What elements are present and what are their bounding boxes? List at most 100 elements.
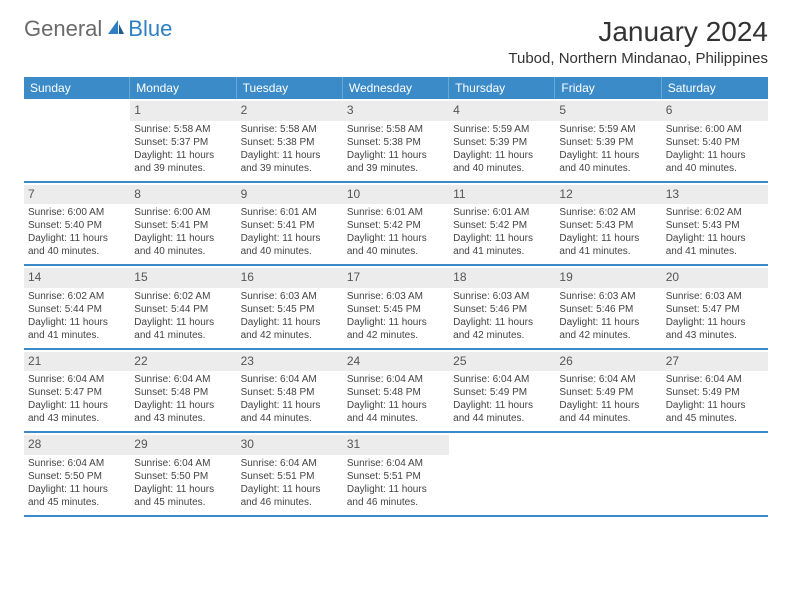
weekday-header: Tuesday [237, 77, 343, 99]
day-number: 20 [662, 268, 768, 288]
day-number: 3 [343, 101, 449, 121]
sunset-text: Sunset: 5:42 PM [347, 219, 445, 232]
daylight-text: Daylight: 11 hours and 41 minutes. [559, 232, 657, 258]
sunrise-text: Sunrise: 6:04 AM [347, 457, 445, 470]
day-cell: 6Sunrise: 6:00 AMSunset: 5:40 PMDaylight… [662, 99, 768, 181]
daylight-text: Daylight: 11 hours and 42 minutes. [559, 316, 657, 342]
day-cell: 31Sunrise: 6:04 AMSunset: 5:51 PMDayligh… [343, 433, 449, 515]
daylight-text: Daylight: 11 hours and 40 minutes. [559, 149, 657, 175]
daylight-text: Daylight: 11 hours and 42 minutes. [347, 316, 445, 342]
day-cell: 21Sunrise: 6:04 AMSunset: 5:47 PMDayligh… [24, 350, 130, 432]
sunrise-text: Sunrise: 5:58 AM [134, 123, 232, 136]
sunrise-text: Sunrise: 6:02 AM [134, 290, 232, 303]
day-number: 12 [555, 185, 661, 205]
day-number: 4 [449, 101, 555, 121]
sunset-text: Sunset: 5:51 PM [347, 470, 445, 483]
day-number: 10 [343, 185, 449, 205]
sunset-text: Sunset: 5:46 PM [559, 303, 657, 316]
month-title: January 2024 [508, 16, 768, 48]
day-cell: 2 Sunrise: 5:58 AMSunset: 5:38 PMDaylight… [237, 99, 343, 181]
day-number: 2 [237, 101, 343, 121]
day-cell: 9Sunrise: 6:01 AMSunset: 5:41 PMDaylight… [237, 183, 343, 265]
logo-sail-icon [106, 18, 126, 41]
day-cell: 25Sunrise: 6:04 AMSunset: 5:49 PMDayligh… [449, 350, 555, 432]
sunset-text: Sunset: 5:47 PM [28, 386, 126, 399]
weekday-header: Sunday [24, 77, 130, 99]
daylight-text: Daylight: 11 hours and 42 minutes. [241, 316, 339, 342]
weekday-header: Thursday [449, 77, 555, 99]
day-cell: 1Sunrise: 5:58 AMSunset: 5:37 PMDaylight… [130, 99, 236, 181]
daylight-text: Daylight: 11 hours and 40 minutes. [28, 232, 126, 258]
day-cell: 18Sunrise: 6:03 AMSunset: 5:46 PMDayligh… [449, 266, 555, 348]
sunrise-text: Sunrise: 6:04 AM [134, 457, 232, 470]
sunrise-text: Sunrise: 6:00 AM [28, 206, 126, 219]
day-number: 7 [24, 185, 130, 205]
sunrise-text: Sunrise: 6:03 AM [347, 290, 445, 303]
day-cell: 20Sunrise: 6:03 AMSunset: 5:47 PMDayligh… [662, 266, 768, 348]
sunrise-text: Sunrise: 6:04 AM [241, 373, 339, 386]
day-cell: 17Sunrise: 6:03 AMSunset: 5:45 PMDayligh… [343, 266, 449, 348]
daylight-text: Daylight: 11 hours and 44 minutes. [559, 399, 657, 425]
day-number: 1 [130, 101, 236, 121]
weekday-header-row: SundayMondayTuesdayWednesdayThursdayFrid… [24, 77, 768, 99]
day-cell: 23Sunrise: 6:04 AMSunset: 5:48 PMDayligh… [237, 350, 343, 432]
day-cell: 28Sunrise: 6:04 AMSunset: 5:50 PMDayligh… [24, 433, 130, 515]
sunset-text: Sunset: 5:45 PM [241, 303, 339, 316]
day-cell: 5Sunrise: 5:59 AMSunset: 5:39 PMDaylight… [555, 99, 661, 181]
daylight-text: Daylight: 11 hours and 40 minutes. [241, 232, 339, 258]
day-cell [24, 99, 130, 181]
day-cell: 22Sunrise: 6:04 AMSunset: 5:48 PMDayligh… [130, 350, 236, 432]
day-number: 9 [237, 185, 343, 205]
day-number: 14 [24, 268, 130, 288]
daylight-text: Daylight: 11 hours and 39 minutes. [347, 149, 445, 175]
week-row: 1Sunrise: 5:58 AMSunset: 5:37 PMDaylight… [24, 99, 768, 183]
day-cell: 8Sunrise: 6:00 AMSunset: 5:41 PMDaylight… [130, 183, 236, 265]
sunrise-text: Sunrise: 5:58 AM [347, 123, 445, 136]
sunrise-text: Sunrise: 6:03 AM [666, 290, 764, 303]
location-text: Tubod, Northern Mindanao, Philippines [508, 50, 768, 67]
week-row: 28Sunrise: 6:04 AMSunset: 5:50 PMDayligh… [24, 433, 768, 517]
sunrise-text: Sunrise: 5:59 AM [559, 123, 657, 136]
sunset-text: Sunset: 5:49 PM [453, 386, 551, 399]
sunrise-text: Sunrise: 6:01 AM [241, 206, 339, 219]
daylight-text: Daylight: 11 hours and 41 minutes. [666, 232, 764, 258]
sunset-text: Sunset: 5:44 PM [28, 303, 126, 316]
day-number: 30 [237, 435, 343, 455]
sunset-text: Sunset: 5:44 PM [134, 303, 232, 316]
week-row: 21Sunrise: 6:04 AMSunset: 5:47 PMDayligh… [24, 350, 768, 434]
sunrise-text: Sunrise: 6:04 AM [241, 457, 339, 470]
daylight-text: Daylight: 11 hours and 44 minutes. [347, 399, 445, 425]
day-number: 26 [555, 352, 661, 372]
sunset-text: Sunset: 5:51 PM [241, 470, 339, 483]
logo-text-general: General [24, 16, 102, 42]
day-number: 19 [555, 268, 661, 288]
week-row: 7Sunrise: 6:00 AMSunset: 5:40 PMDaylight… [24, 183, 768, 267]
day-number: 28 [24, 435, 130, 455]
sunset-text: Sunset: 5:41 PM [134, 219, 232, 232]
sunrise-text: Sunrise: 6:02 AM [559, 206, 657, 219]
sunset-text: Sunset: 5:43 PM [666, 219, 764, 232]
daylight-text: Daylight: 11 hours and 39 minutes. [241, 149, 339, 175]
sunset-text: Sunset: 5:42 PM [453, 219, 551, 232]
day-number: 16 [237, 268, 343, 288]
sunrise-text: Sunrise: 5:58 AM [241, 123, 339, 136]
sunset-text: Sunset: 5:43 PM [559, 219, 657, 232]
day-cell [555, 433, 661, 515]
day-number: 24 [343, 352, 449, 372]
day-cell: 26Sunrise: 6:04 AMSunset: 5:49 PMDayligh… [555, 350, 661, 432]
daylight-text: Daylight: 11 hours and 43 minutes. [28, 399, 126, 425]
daylight-text: Daylight: 11 hours and 40 minutes. [134, 232, 232, 258]
sunset-text: Sunset: 5:38 PM [241, 136, 339, 149]
weekday-header: Wednesday [343, 77, 449, 99]
sunset-text: Sunset: 5:40 PM [666, 136, 764, 149]
day-number: 11 [449, 185, 555, 205]
day-cell: 13Sunrise: 6:02 AMSunset: 5:43 PMDayligh… [662, 183, 768, 265]
sunrise-text: Sunrise: 6:04 AM [666, 373, 764, 386]
day-cell: 15Sunrise: 6:02 AMSunset: 5:44 PMDayligh… [130, 266, 236, 348]
daylight-text: Daylight: 11 hours and 46 minutes. [347, 483, 445, 509]
day-cell: 11Sunrise: 6:01 AMSunset: 5:42 PMDayligh… [449, 183, 555, 265]
day-number: 23 [237, 352, 343, 372]
sunset-text: Sunset: 5:41 PM [241, 219, 339, 232]
sunrise-text: Sunrise: 6:04 AM [28, 457, 126, 470]
sunrise-text: Sunrise: 6:04 AM [28, 373, 126, 386]
